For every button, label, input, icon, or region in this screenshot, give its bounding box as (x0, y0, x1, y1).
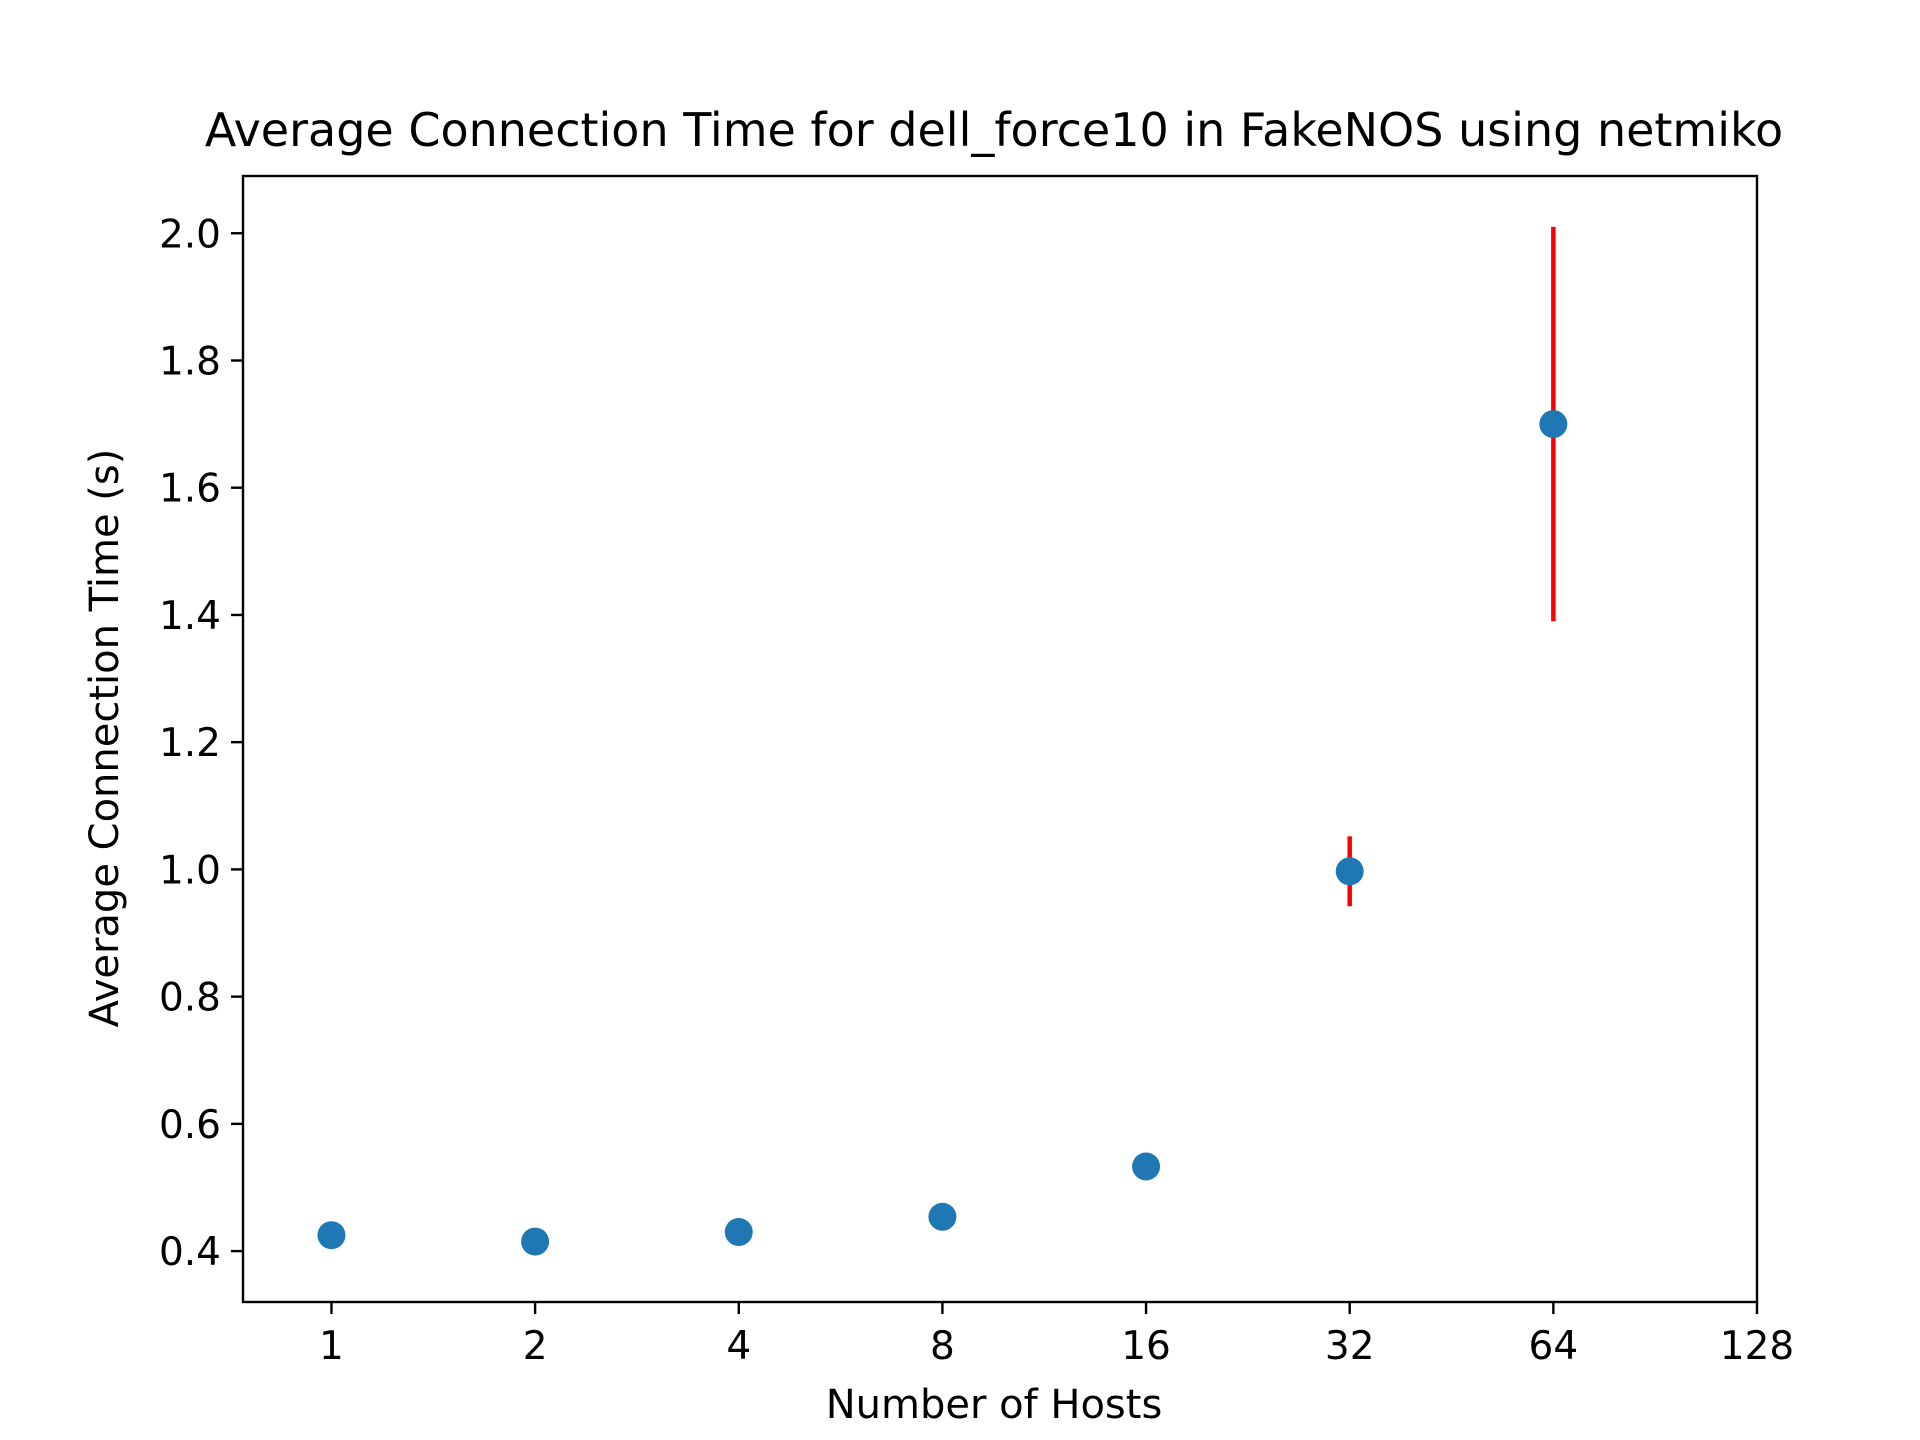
x-tick-label: 2 (523, 1324, 548, 1369)
data-point (521, 1227, 550, 1256)
x-tick-label: 1 (319, 1324, 344, 1369)
plot-area (241, 174, 1759, 1304)
data-point (1132, 1152, 1161, 1181)
data-point (724, 1218, 753, 1247)
chart-title: Average Connection Time for dell_force10… (205, 103, 1783, 157)
data-points (317, 410, 1568, 1256)
x-tick-label: 32 (1325, 1324, 1375, 1369)
x-tick-label: 8 (930, 1324, 955, 1369)
x-tick-label: 16 (1121, 1324, 1171, 1369)
y-axis-label: Average Connection Time (s) (82, 449, 128, 1028)
x-axis: 1 2 4 8 16 32 64 128 (319, 1302, 1794, 1369)
data-point (317, 1221, 346, 1250)
data-point (1539, 410, 1568, 439)
axes-frame (241, 174, 1759, 1304)
y-tick-label: 1.0 (159, 848, 221, 893)
x-axis-label: Number of Hosts (826, 1382, 1163, 1428)
data-point (928, 1202, 957, 1231)
y-tick-label: 1.8 (159, 339, 221, 384)
y-axis: 0.4 0.6 0.8 1.0 1.2 1.4 1.6 1.8 2.0 (159, 212, 243, 1275)
y-tick-label: 0.8 (159, 976, 221, 1021)
data-point (1335, 857, 1364, 886)
x-tick-label: 64 (1529, 1324, 1579, 1369)
y-tick-label: 0.6 (159, 1103, 221, 1148)
x-tick-label: 4 (726, 1324, 751, 1369)
y-tick-label: 2.0 (159, 212, 221, 257)
y-tick-label: 0.4 (159, 1230, 221, 1275)
y-tick-label: 1.6 (159, 467, 221, 512)
y-tick-label: 1.4 (159, 594, 221, 639)
x-tick-label: 128 (1720, 1324, 1794, 1369)
y-tick-label: 1.2 (159, 721, 221, 766)
